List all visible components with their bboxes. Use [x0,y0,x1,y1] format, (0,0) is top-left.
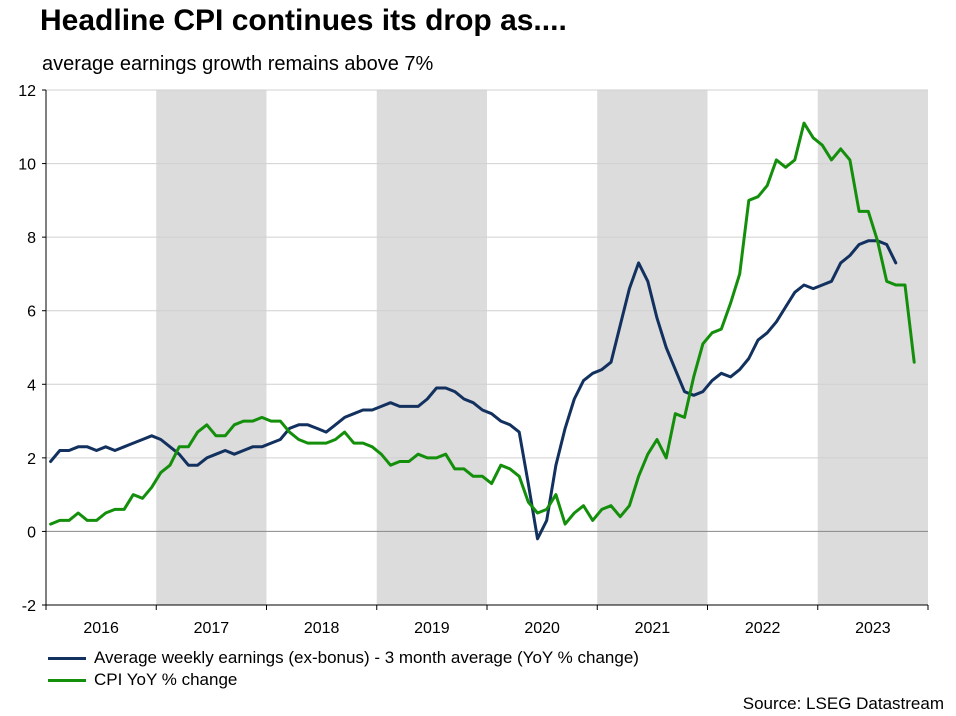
x-tick-label: 2021 [635,620,671,637]
legend-label-earnings: Average weekly earnings (ex-bonus) - 3 m… [94,648,639,667]
shade-band-2019 [376,90,487,605]
x-tick-label: 2017 [194,620,230,637]
x-tick-label: 2018 [304,620,340,637]
legend: Average weekly earnings (ex-bonus) - 3 m… [48,647,639,691]
y-tick-label: 10 [18,157,36,174]
y-tick-label: 2 [27,451,36,468]
y-tick-label: 12 [18,83,36,100]
x-tick-label: 2019 [414,620,450,637]
chart-subtitle: average earnings growth remains above 7% [42,53,434,75]
shade-band-2017 [156,90,267,605]
legend-item-cpi: CPI YoY % change [48,669,639,691]
axes [42,89,929,610]
y-tick-label: 6 [27,304,36,321]
shade-band-2023 [817,90,928,605]
series-lines [49,121,916,541]
x-tick-label: 2022 [745,620,781,637]
x-tick-label: 2020 [524,620,560,637]
cpi-series-line [49,121,916,526]
y-tick-label: 0 [27,524,36,541]
legend-item-earnings: Average weekly earnings (ex-bonus) - 3 m… [48,647,639,669]
y-tick-label: 8 [27,230,36,247]
legend-swatch-earnings [48,656,86,660]
legend-swatch-cpi [48,678,86,682]
chart-title: Headline CPI continues its drop as.... [40,4,567,37]
earnings-series-line [49,239,898,541]
source-note: Source: LSEG Datastream [742,694,944,713]
x-tick-label: 2023 [855,620,891,637]
legend-label-cpi: CPI YoY % change [94,670,238,689]
x-tick-label: 2016 [83,620,119,637]
y-tick-label: 4 [27,377,36,394]
x-tick-labels: 2016 2017 2018 2019 2020 2021 2022 2023 [83,620,890,637]
y-tick-label: -2 [22,598,36,615]
y-tick-labels: -2 0 2 4 6 8 10 12 [18,83,36,615]
